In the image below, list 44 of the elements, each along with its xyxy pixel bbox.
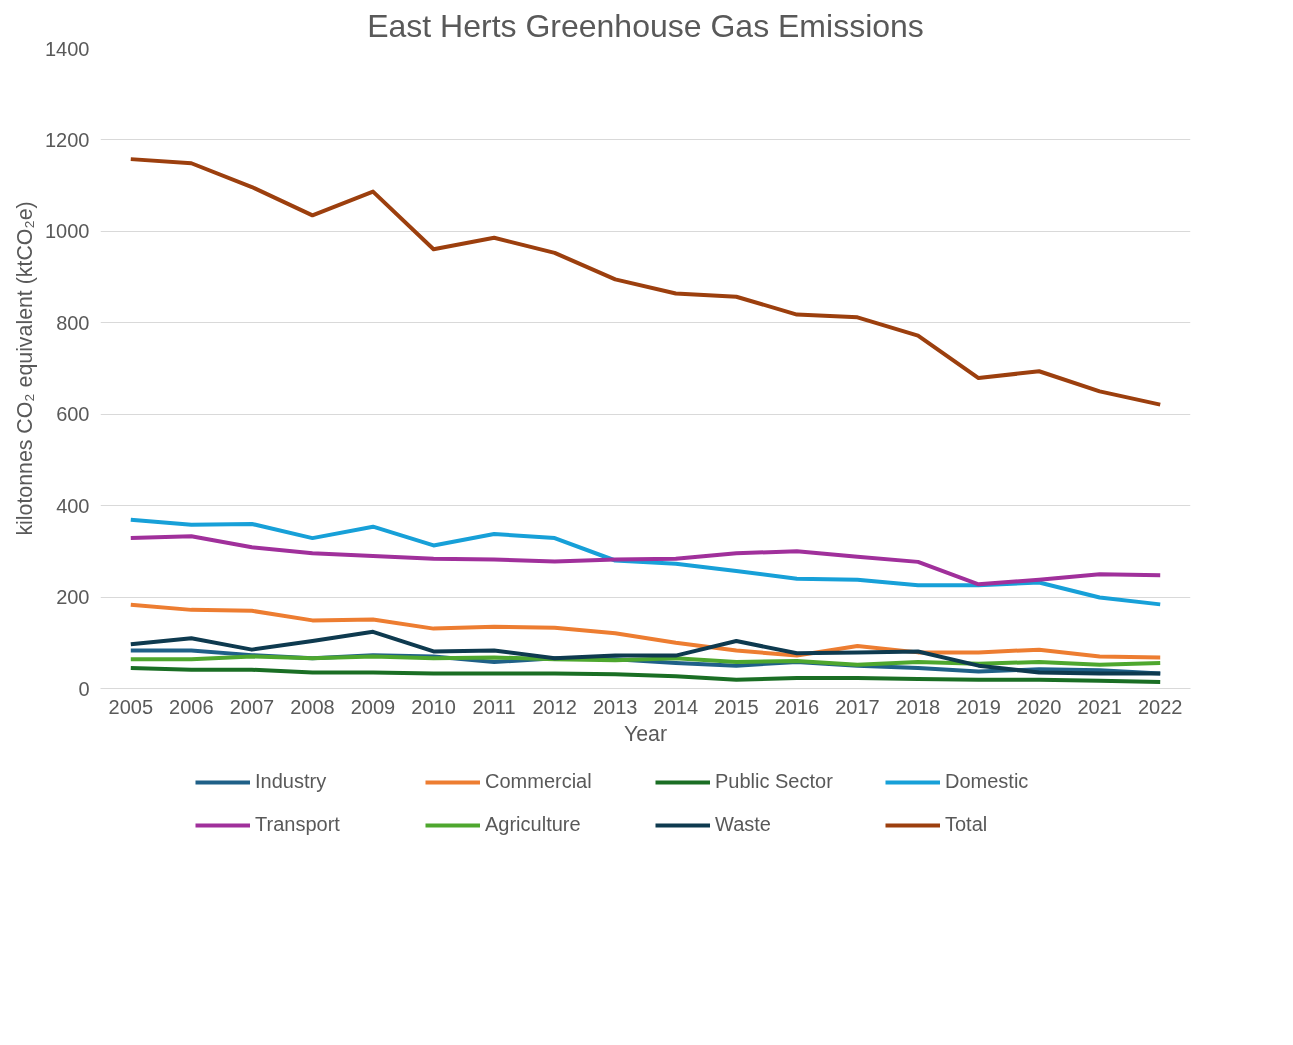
y-tick-label: 1400 bbox=[45, 37, 90, 60]
legend-label: Public Sector bbox=[715, 770, 834, 793]
x-tick-label: 2018 bbox=[895, 695, 941, 718]
x-tick-label: 2014 bbox=[653, 695, 699, 718]
x-tick-label: 2020 bbox=[1016, 695, 1062, 718]
line-series bbox=[128, 602, 1163, 660]
x-tick-label: 2015 bbox=[714, 695, 759, 718]
legend-label: Agriculture bbox=[485, 813, 582, 836]
legend-label: Commercial bbox=[485, 770, 593, 793]
legend-label: Waste bbox=[715, 813, 772, 836]
x-tick-label: 2006 bbox=[169, 695, 214, 718]
x-tick-label: 2010 bbox=[411, 695, 456, 718]
x-tick-label: 2009 bbox=[350, 695, 396, 718]
chart-title: East Herts Greenhouse Gas Emissions bbox=[367, 7, 924, 44]
line-series bbox=[128, 157, 1163, 407]
x-tick-label: 2022 bbox=[1137, 695, 1183, 718]
x-tick-label: 2005 bbox=[108, 695, 154, 718]
legend-label: Domestic bbox=[945, 770, 1030, 793]
y-tick-label: 0 bbox=[78, 677, 90, 700]
line-series bbox=[128, 629, 1163, 676]
line-series bbox=[128, 534, 1163, 587]
x-tick-label: 2012 bbox=[532, 695, 577, 718]
x-tick-label: 2016 bbox=[774, 695, 820, 718]
y-tick-label: 600 bbox=[56, 403, 90, 426]
x-tick-label: 2013 bbox=[592, 695, 638, 718]
y-tick-label: 400 bbox=[56, 494, 90, 517]
line-series bbox=[128, 665, 1163, 685]
x-tick-label: 2007 bbox=[229, 695, 275, 718]
y-axis-title: kilotonnes CO₂ equivalent (ktCO₂e) bbox=[13, 201, 38, 536]
x-tick-label: 2017 bbox=[835, 695, 880, 718]
legend-label: Industry bbox=[255, 770, 328, 793]
line-series bbox=[128, 654, 1163, 667]
x-axis-title: Year bbox=[623, 721, 668, 746]
line-series bbox=[128, 517, 1163, 607]
x-tick-label: 2019 bbox=[956, 695, 1001, 718]
x-tick-label: 2021 bbox=[1077, 695, 1122, 718]
y-tick-label: 1000 bbox=[45, 220, 90, 243]
y-tick-label: 1200 bbox=[45, 128, 90, 151]
y-tick-label: 200 bbox=[56, 586, 90, 609]
x-tick-label: 2011 bbox=[472, 695, 516, 718]
x-tick-label: 2008 bbox=[290, 695, 335, 718]
legend-label: Transport bbox=[255, 813, 341, 836]
y-tick-label: 800 bbox=[56, 311, 90, 334]
legend-label: Total bbox=[945, 813, 989, 836]
